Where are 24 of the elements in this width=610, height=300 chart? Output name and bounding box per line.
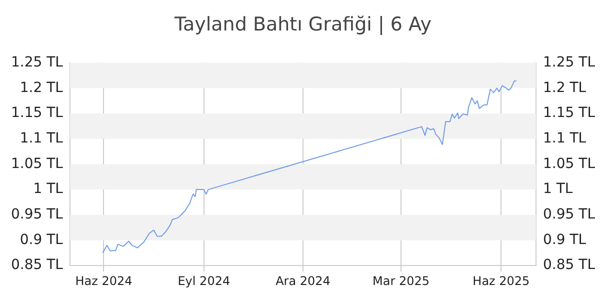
x-tick-label: Eyl 2024 bbox=[178, 274, 230, 288]
x-tick-label: Haz 2024 bbox=[75, 274, 132, 288]
chart-title: Tayland Bahtı Grafiği | 6 Ay bbox=[174, 13, 432, 36]
y-tick-label: 1.2 TL bbox=[20, 80, 64, 96]
y2-tick-label: 1.2 TL bbox=[543, 80, 586, 96]
x-tick-label: Haz 2025 bbox=[472, 274, 530, 288]
y2-tick-label: 0.85 TL bbox=[543, 257, 596, 274]
y2-tick-label: 1.1 TL bbox=[543, 130, 586, 146]
y2-tick-label: 0.9 TL bbox=[543, 232, 586, 248]
y-tick-label: 1 TL bbox=[33, 181, 64, 198]
y-tick-label: 1.1 TL bbox=[20, 130, 64, 146]
x-tick-label: Ara 2024 bbox=[276, 274, 330, 288]
y-tick-label: 0.85 TL bbox=[10, 257, 64, 274]
y2-tick-label: 1.15 TL bbox=[543, 105, 596, 122]
y-tick-label: 1.15 TL bbox=[10, 105, 64, 122]
y-tick-label: 0.95 TL bbox=[10, 206, 64, 223]
y-tick-label: 0.9 TL bbox=[20, 232, 64, 248]
y2-tick-label: 1.25 TL bbox=[543, 54, 596, 70]
y2-tick-label: 0.95 TL bbox=[543, 206, 596, 223]
y-tick-label: 1.25 TL bbox=[10, 54, 64, 70]
y-tick-label: 1.05 TL bbox=[10, 156, 64, 172]
x-tick-label: Mar 2025 bbox=[372, 274, 430, 288]
y2-tick-label: 1 TL bbox=[543, 181, 573, 198]
y2-tick-label: 1.05 TL bbox=[543, 156, 596, 172]
